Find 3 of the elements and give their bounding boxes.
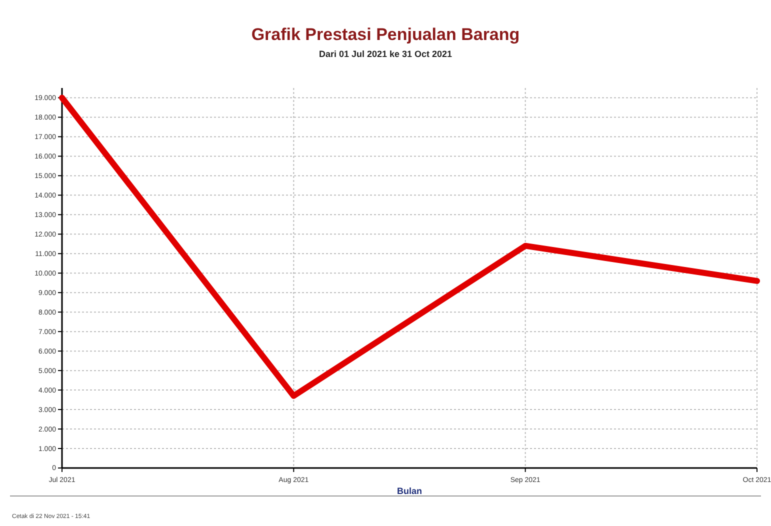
chart-title: Grafik Prestasi Penjualan Barang — [251, 25, 520, 44]
x-axis-title: Bulan — [396, 486, 422, 496]
chart-subtitle: Dari 01 Jul 2021 ke 31 Oct 2021 — [318, 49, 452, 59]
